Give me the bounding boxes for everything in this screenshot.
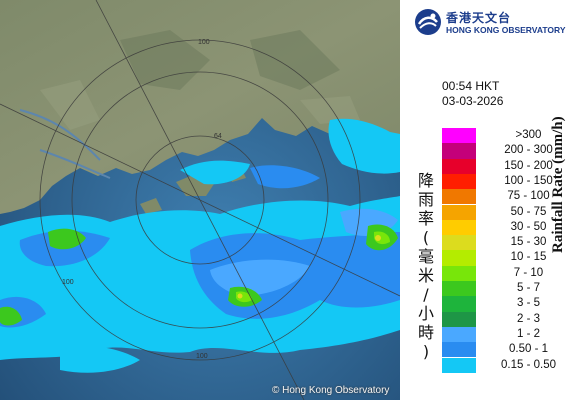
legend-label: 1 - 2 (516, 327, 540, 340)
legend-label: 15 - 30 (510, 236, 547, 249)
legend-label: 10 - 15 (510, 251, 547, 264)
range-label-south: 100 (196, 353, 208, 360)
legend-row: 0.50 - 1 (442, 342, 577, 358)
legend-swatch (442, 342, 476, 358)
legend-row: 7 - 10 (442, 265, 577, 281)
legend-label: 100 - 150 (504, 174, 553, 187)
legend-row: 50 - 75 (442, 204, 577, 220)
range-rings (0, 0, 400, 400)
hill-shading (120, 30, 340, 90)
legend-row: 15 - 30 (442, 235, 577, 251)
river-channel (19, 109, 111, 179)
legend-row: 200 - 300 (442, 143, 577, 159)
rain-15-30 (237, 235, 381, 299)
legend-row: 5 - 7 (442, 281, 577, 297)
legend-swatch (442, 189, 476, 205)
legend-row: 2 - 3 (442, 311, 577, 327)
legend-swatch (442, 281, 476, 297)
legend-label: 0.50 - 1 (509, 343, 548, 356)
legend-label: 150 - 200 (504, 159, 553, 172)
legend-swatch (442, 158, 476, 174)
range-labels: 100 64 100 100 (62, 39, 222, 360)
legend-row: >300 (442, 128, 577, 144)
legend-swatch (442, 219, 476, 236)
legend-label: 75 - 100 (507, 190, 550, 203)
legend-label: >300 (515, 129, 542, 141)
legend-swatch (442, 204, 476, 220)
legend-swatch (442, 235, 476, 251)
legend-swatch (442, 357, 476, 373)
island-small (140, 198, 162, 214)
legend-row: 3 - 5 (442, 296, 577, 312)
observatory-logo-icon (415, 9, 441, 35)
legend-swatch (442, 311, 476, 327)
legend-title-en: Rainfall Rate (mm/h) (550, 116, 566, 253)
range-label-north: 100 (198, 39, 210, 46)
range-label-west: 100 (62, 279, 74, 286)
legend-label: 200 - 300 (504, 144, 553, 157)
legend-row: 30 - 50 (442, 219, 577, 236)
legend-label: 2 - 3 (516, 312, 540, 325)
legend-row: 75 - 100 (442, 189, 577, 205)
legend-swatch (442, 250, 476, 266)
urban-shading (40, 80, 360, 130)
legend-label: 0.15 - 0.50 (501, 358, 556, 371)
legend-swatch (442, 173, 476, 190)
legend-row: 10 - 15 (442, 250, 577, 266)
observation-time: 00:54 HKT (442, 79, 500, 93)
legend-row: 0.15 - 0.50 (442, 357, 577, 373)
legend-label: 30 - 50 (510, 220, 547, 233)
copyright-credit: © Hong Kong Observatory (272, 385, 390, 396)
observation-date: 03-03-2026 (442, 94, 504, 108)
legend-swatch (442, 296, 476, 312)
range-label-inner: 64 (214, 133, 222, 140)
legend-row: 100 - 150 (442, 173, 577, 190)
legend-row: 1 - 2 (442, 326, 577, 343)
legend-label: 5 - 7 (516, 282, 540, 294)
legend-swatch (442, 326, 476, 343)
org-name-en: HONG KONG OBSERVATORY (446, 25, 566, 35)
org-name-cn: 香港天文台 (446, 11, 512, 25)
legend-label: 3 - 5 (516, 297, 540, 310)
info-panel: 香港天文台 HONG KONG OBSERVATORY 00:54 HKT 03… (400, 0, 577, 400)
legend-label: 50 - 75 (510, 205, 547, 218)
legend-swatch (442, 143, 476, 159)
radar-map: 100 64 100 100 © Hong Kong Observatory (0, 0, 400, 400)
legend-swatch (442, 128, 476, 144)
legend-label: 7 - 10 (513, 266, 544, 279)
legend-title-cn: 降雨率(毫米 / 小時) (417, 171, 434, 361)
legend-row: 150 - 200 (442, 158, 577, 174)
legend-swatch (442, 265, 476, 281)
radar-image: 100 64 100 100 (0, 0, 400, 400)
